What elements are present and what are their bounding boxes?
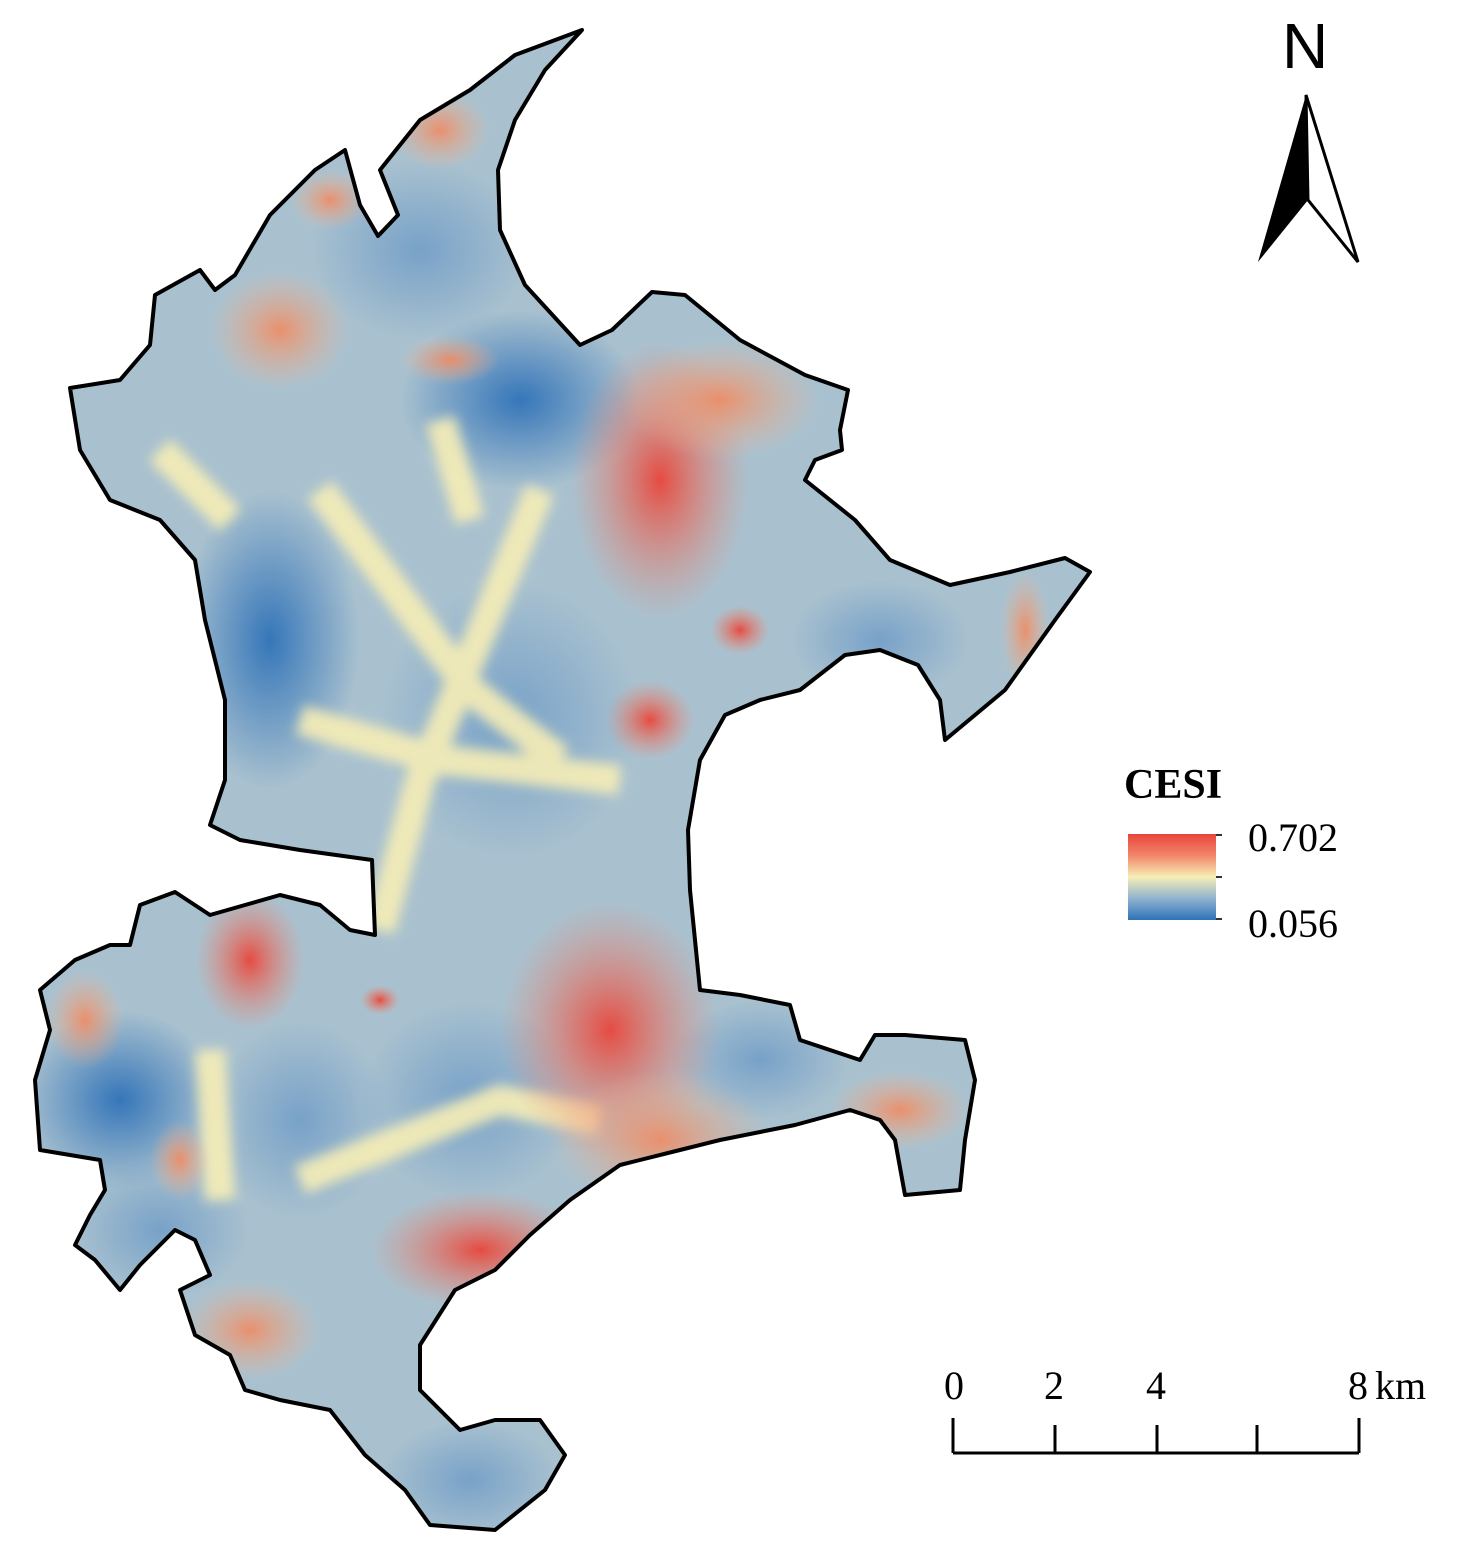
legend-max-label: 0.702 [1248, 815, 1338, 860]
legend-color-ramp [1128, 834, 1216, 920]
scale-label-2: 2 [1044, 1363, 1064, 1408]
scale-label-0: 0 [944, 1363, 964, 1408]
legend-title: CESI [1124, 762, 1223, 808]
scale-unit: km [1375, 1363, 1427, 1408]
legend-tick-mid [1216, 876, 1222, 878]
legend-tick-max [1216, 834, 1222, 836]
legend-min-label: 0.056 [1248, 901, 1338, 946]
north-label: N [1282, 10, 1329, 82]
legend-tick-min [1216, 918, 1222, 920]
north-arrow-icon [1258, 94, 1360, 263]
scale-label-8: 8 [1348, 1363, 1368, 1408]
scale-label-4: 4 [1146, 1363, 1166, 1408]
scale-bar [951, 1418, 1361, 1455]
